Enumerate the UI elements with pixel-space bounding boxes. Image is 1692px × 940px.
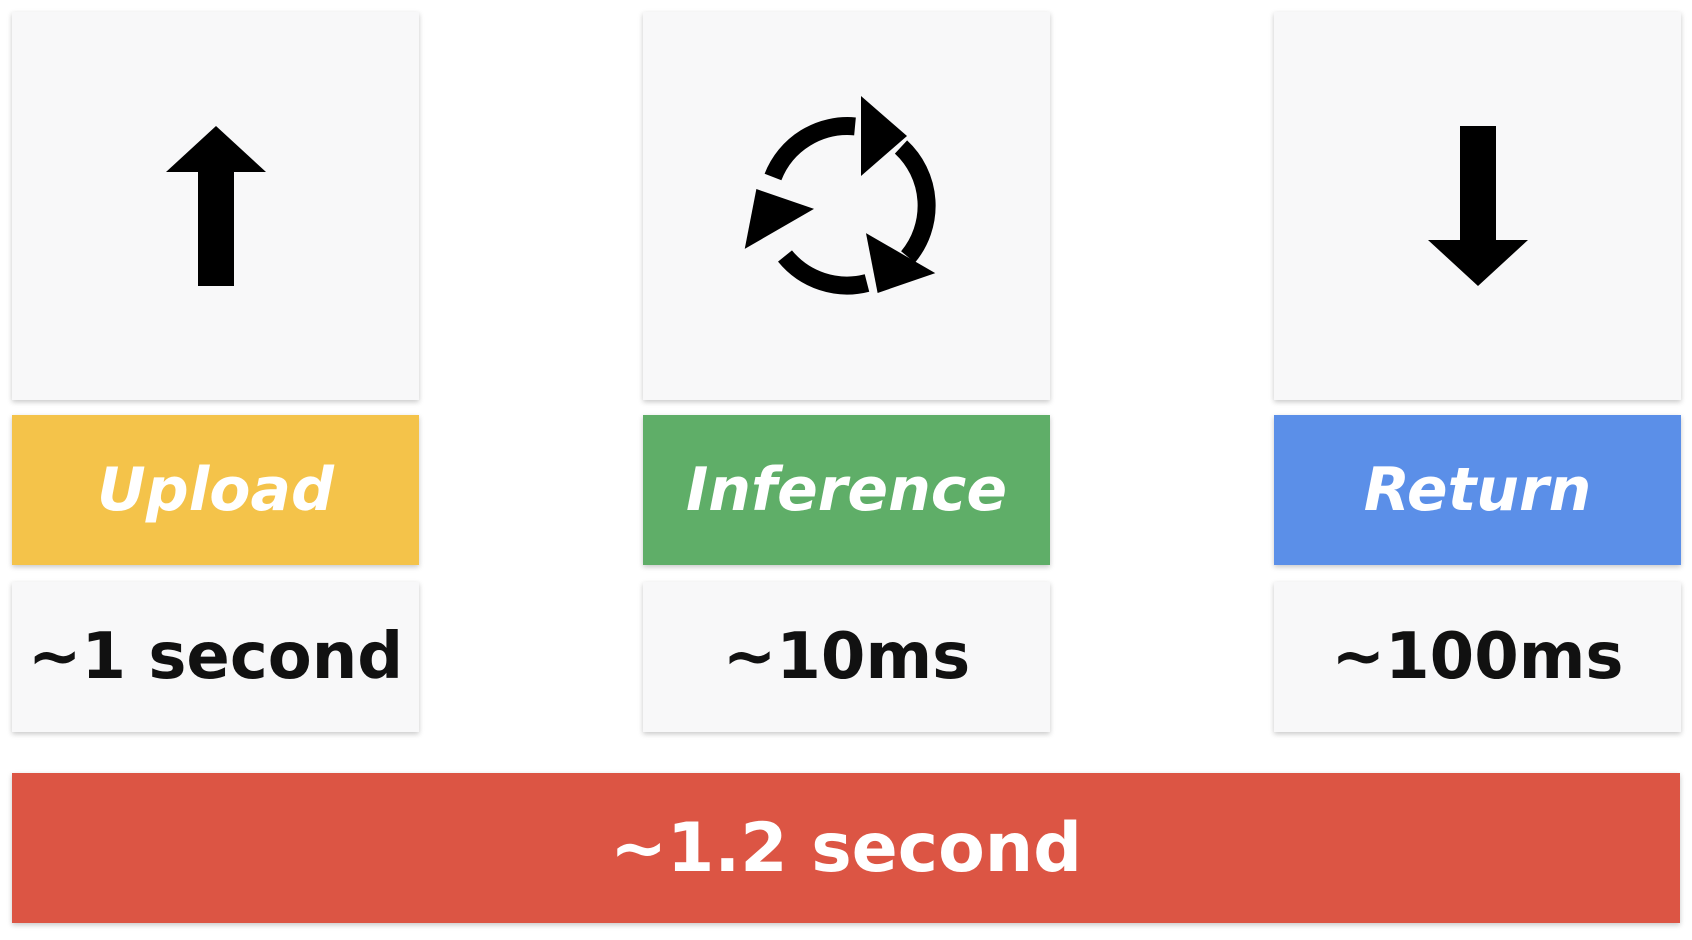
return-time-card: ~100ms — [1274, 582, 1681, 732]
upload-time-card: ~1 second — [12, 582, 419, 732]
inference-label-text: Inference — [685, 455, 1008, 525]
inference-time-card: ~10ms — [643, 582, 1050, 732]
upload-label-text: Upload — [97, 455, 334, 525]
upload-icon-card — [12, 12, 419, 400]
upload-time-text: ~1 second — [27, 620, 404, 694]
arrow-down-icon — [1427, 126, 1528, 286]
return-label-text: Return — [1363, 455, 1592, 525]
return-time-text: ~100ms — [1331, 620, 1624, 694]
total-time-bar: ~1.2 second — [12, 773, 1680, 923]
inference-time-text: ~10ms — [722, 620, 971, 694]
cycle-arrows-icon — [737, 96, 957, 316]
upload-label: Upload — [12, 415, 419, 565]
return-icon-card — [1274, 12, 1681, 400]
total-time-text: ~1.2 second — [610, 808, 1082, 888]
inference-label: Inference — [643, 415, 1050, 565]
return-label: Return — [1274, 415, 1681, 565]
arrow-up-icon — [165, 126, 266, 286]
inference-icon-card — [643, 12, 1050, 400]
